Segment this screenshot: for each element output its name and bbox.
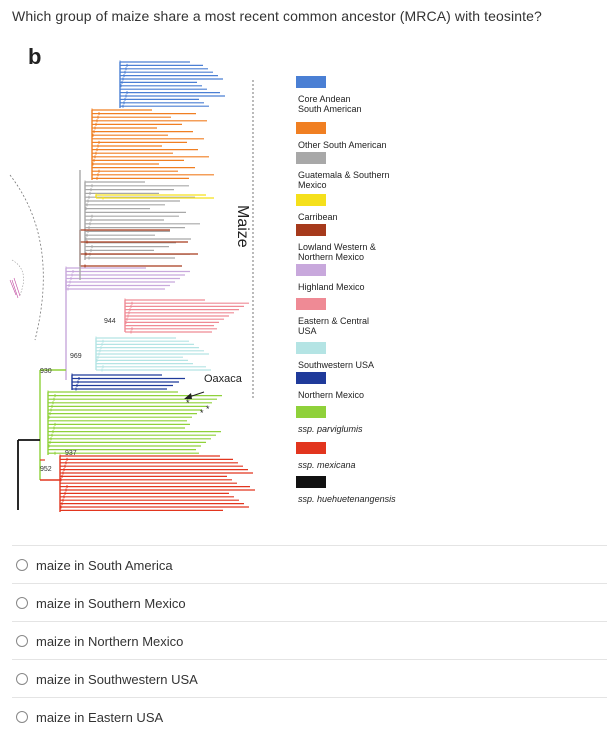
legend-swatch [296,122,326,134]
tree-branches [17,60,255,512]
node-label: 930 [40,368,52,375]
legend-swatch [296,224,326,236]
node-label: 937 [65,450,77,457]
legend-label: Northern Mexico [298,390,365,400]
tree-node-labels: 944 969 930 937 952 [40,318,116,473]
dashed-arc-small [11,259,24,296]
legend-label: Guatemala & Southern Mexico [298,170,390,190]
oaxaca-arrowhead [184,393,192,399]
legend-swatch [296,298,326,310]
radio-button[interactable] [16,597,28,609]
legend-swatch [296,372,326,384]
legend-label: ssp. huehuetenangensis [298,494,396,504]
option-label: maize in Southwestern USA [36,671,198,687]
option-label: maize in South America [36,557,173,573]
legend-label: Eastern & Central USA [298,316,370,336]
legend-label: Lowland Western & Northern Mexico [298,242,376,262]
legend-label: ssp. mexicana [298,460,356,470]
star-marker: * [200,408,204,418]
legend-swatch [296,476,326,488]
radio-button[interactable] [16,635,28,647]
option-label: maize in Northern Mexico [36,633,184,649]
answer-option[interactable]: maize in South America [12,545,607,584]
legend-label: Carribean [298,212,338,222]
question-text: Which group of maize share a most recent… [12,8,542,24]
node-label: 944 [104,318,116,325]
legend-label: ssp. parviglumis [298,424,363,434]
answer-option[interactable]: maize in Southern Mexico [12,583,607,622]
legend-label: Core Andean South American [298,94,362,114]
node-label: 952 [40,466,52,473]
legend-swatch [296,442,326,454]
legend-swatch [296,264,326,276]
node-label: 969 [70,353,82,360]
answer-option[interactable]: maize in Eastern USA [12,697,607,736]
star-marker: * [206,404,210,414]
legend-swatch [296,342,326,354]
legend-label: Southwestern USA [298,360,375,370]
star-marker: * [186,398,190,408]
legend-label: Other South American [298,140,387,150]
legend-label: Highland Mexico [298,282,365,292]
radio-button[interactable] [16,711,28,723]
legend-swatch [296,406,326,418]
oaxaca-label: Oaxaca [204,373,242,385]
option-label: maize in Southern Mexico [36,595,186,611]
legend-swatch [296,76,326,88]
legend-swatch [296,194,326,206]
panel-letter: b [28,44,42,69]
phylogenetic-tree: 944 969 930 937 952 * * * [9,60,255,512]
answer-option[interactable]: maize in Northern Mexico [12,621,607,660]
answer-option[interactable]: maize in Southwestern USA [12,659,607,698]
radio-button[interactable] [16,559,28,571]
legend-swatch [296,152,326,164]
maize-label: Maize [234,205,251,248]
dashed-arc [9,174,44,341]
small-tree-fragment [9,277,21,299]
option-label: maize in Eastern USA [36,709,164,725]
radio-button[interactable] [16,673,28,685]
